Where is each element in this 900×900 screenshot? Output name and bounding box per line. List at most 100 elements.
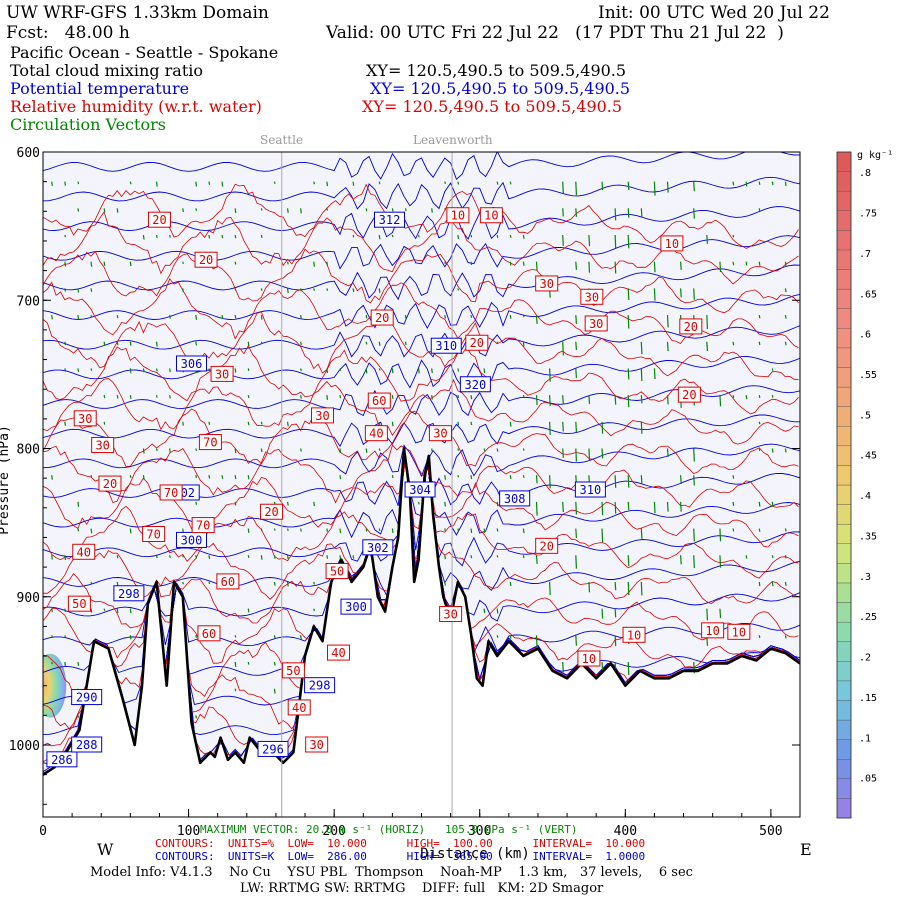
circulation-vector	[116, 341, 119, 346]
circulation-vector	[483, 368, 486, 374]
circulation-vector	[64, 661, 67, 667]
circulation-vector	[64, 635, 67, 638]
circulation-vector	[195, 314, 198, 320]
circulation-vector	[575, 555, 578, 569]
circulation-vector	[378, 341, 381, 346]
circulation-vector	[221, 181, 224, 187]
colorbar-label: .05	[859, 774, 877, 785]
circulation-vector	[758, 448, 761, 451]
rh-contour-label: 10	[484, 209, 498, 223]
circulation-vector	[522, 314, 525, 318]
circulation-vector	[352, 555, 355, 559]
rh-contour-label: 60	[372, 394, 386, 408]
circulation-vector	[365, 528, 368, 532]
circulation-vector	[195, 208, 198, 212]
circulation-vector	[614, 475, 617, 488]
circulation-vector	[221, 475, 224, 479]
circulation-vector	[51, 555, 53, 560]
circulation-vector	[666, 448, 669, 458]
circulation-vector	[719, 395, 722, 407]
circulation-vector	[771, 368, 774, 371]
rh-contour-label-box	[281, 662, 305, 679]
circulation-vector	[470, 475, 473, 480]
rh-contour-label-box	[142, 525, 166, 542]
circulation-vector	[784, 581, 787, 586]
circulation-vector	[588, 234, 591, 247]
circulation-vector	[509, 314, 512, 319]
circulation-vector	[509, 181, 512, 185]
circulation-vector	[784, 635, 787, 639]
circulation-vector	[653, 181, 656, 196]
circulation-vector	[719, 261, 722, 273]
circulation-vector	[142, 448, 145, 454]
circulation-vector	[575, 448, 578, 462]
circulation-vector	[745, 555, 748, 559]
circulation-vector	[300, 288, 302, 292]
circulation-vector	[784, 448, 787, 453]
circulation-vector	[234, 314, 237, 319]
circulation-vector	[378, 368, 381, 371]
circulation-vector	[575, 421, 578, 433]
circulation-vector	[496, 181, 499, 185]
circulation-vector	[457, 475, 460, 478]
circulation-vector	[444, 555, 446, 560]
circulation-vector	[155, 394, 158, 398]
circulation-vector	[169, 368, 171, 373]
rh-contour-label-box	[584, 315, 608, 332]
circulation-vector	[680, 501, 682, 512]
circulation-vector	[431, 208, 433, 213]
circulation-vector	[313, 261, 315, 267]
circulation-vector	[522, 528, 525, 534]
circulation-vector	[640, 368, 643, 382]
circulation-vector	[601, 528, 604, 543]
circulation-vector	[758, 581, 761, 587]
circulation-vector	[195, 635, 198, 638]
rh-contour-label-box	[327, 644, 351, 661]
circulation-vector	[575, 261, 578, 270]
rh-contour-label: 10	[627, 628, 641, 642]
colorbar-bin	[836, 504, 852, 525]
theta-contour-label: 308	[504, 492, 526, 506]
rh-contour-label-box	[197, 625, 221, 642]
circulation-vector	[562, 234, 564, 246]
circulation-vector	[221, 314, 224, 319]
circulation-vector	[444, 314, 446, 319]
theta-contour-label: 300	[181, 533, 203, 547]
circulation-vector	[195, 475, 198, 479]
rh-contour-label: 10	[451, 209, 465, 223]
circulation-vector	[234, 635, 237, 638]
circulation-vector	[129, 341, 132, 346]
circulation-vector	[693, 528, 695, 542]
rh-contour-label: 40	[77, 545, 91, 559]
region-label: Pacific Ocean - Seattle - Spokane	[10, 43, 279, 62]
terrain-surface-line	[43, 447, 800, 776]
colorbar-label: .55	[859, 370, 877, 381]
circulation-vector	[535, 395, 538, 406]
theta-contour	[43, 152, 800, 180]
circulation-vector	[90, 608, 93, 613]
circulation-vector	[784, 555, 787, 559]
circulation-vector	[444, 261, 446, 265]
circulation-vector	[431, 448, 433, 452]
theta-contour-label-box	[574, 481, 606, 498]
location-leavenworth: Leavenworth	[413, 133, 493, 147]
colorbar-bin	[836, 602, 852, 623]
circulation-vector	[719, 608, 722, 619]
rh-contour-label: 30	[315, 409, 329, 423]
circulation-vector	[614, 501, 617, 514]
circulation-vector	[378, 528, 381, 531]
colorbar-bin	[836, 523, 852, 544]
circulation-vector	[771, 501, 774, 507]
circulation-vector	[352, 181, 355, 186]
colorbar-label: .1	[859, 733, 871, 744]
circulation-vector	[575, 368, 578, 379]
circulation-vector	[155, 181, 158, 187]
circulation-vector	[260, 448, 263, 453]
circulation-vector	[562, 421, 564, 432]
circulation-vector	[286, 288, 289, 294]
circulation-vector	[431, 395, 433, 400]
circulation-vector	[562, 208, 564, 217]
rh-contour-label-box	[580, 288, 604, 305]
rh-contour	[43, 378, 799, 445]
circulation-vector	[588, 581, 591, 593]
